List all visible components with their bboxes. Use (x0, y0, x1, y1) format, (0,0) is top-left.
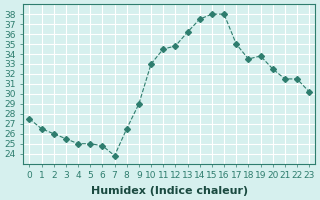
X-axis label: Humidex (Indice chaleur): Humidex (Indice chaleur) (91, 186, 248, 196)
